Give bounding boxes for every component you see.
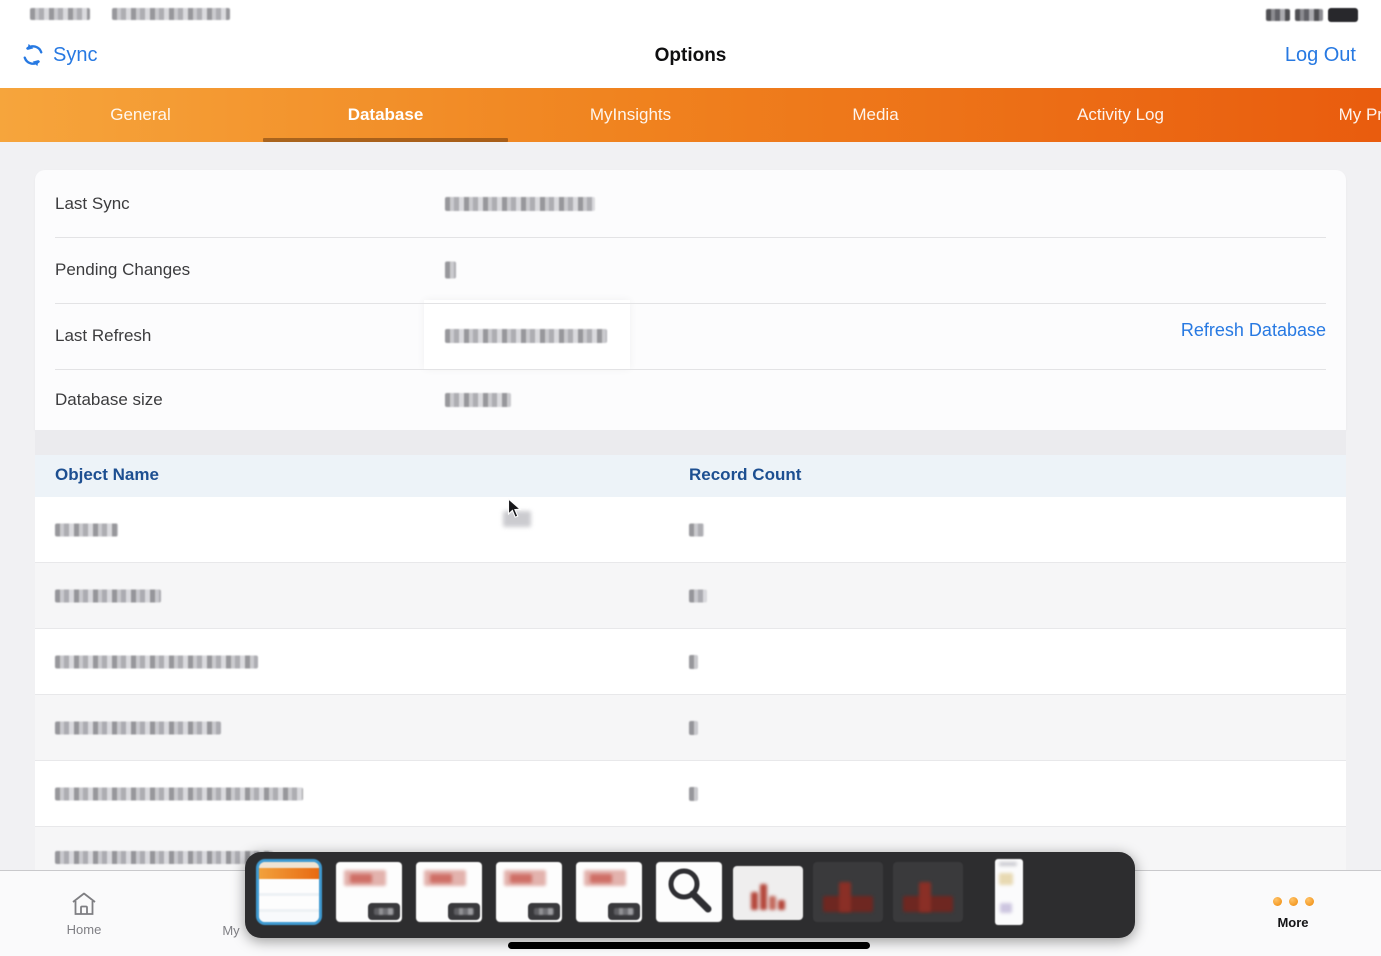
my-label: My — [222, 923, 240, 938]
app-switcher-thumbnail-chart[interactable] — [733, 866, 803, 920]
divider — [55, 237, 1326, 238]
app-switcher-thumbnail-dark-chart[interactable] — [893, 862, 963, 922]
app-switcher-thumbnail[interactable] — [576, 862, 642, 922]
status-time-redacted — [30, 8, 90, 20]
home-indicator[interactable] — [508, 942, 870, 949]
tab-my-profile[interactable]: My Pro — [1338, 105, 1381, 124]
refresh-database-link[interactable]: Refresh Database — [1180, 320, 1326, 340]
status-date-redacted — [112, 8, 230, 20]
battery-icon — [1328, 8, 1358, 22]
object-table: Object Name Record Count — [35, 455, 1346, 870]
home-label: Home — [66, 922, 102, 937]
object-name-redacted — [55, 589, 161, 602]
app-switcher-thumbnail[interactable] — [336, 862, 402, 922]
tab-activity-log[interactable]: Activity Log — [1077, 105, 1164, 124]
thumbnail-badge — [608, 903, 640, 920]
page-title: Options — [654, 45, 727, 66]
object-name-redacted — [55, 721, 221, 734]
last-refresh-row: Last Refresh — [35, 303, 1346, 369]
selected-tab-underline — [263, 138, 508, 142]
mouse-cursor — [507, 497, 523, 525]
app-switcher-thumbnail-selected[interactable] — [256, 859, 322, 925]
pending-changes-row: Pending Changes — [35, 237, 1346, 303]
thumbnail-badge — [448, 903, 480, 920]
home-icon — [72, 892, 96, 915]
record-count-redacted — [689, 654, 698, 669]
app-switcher-thumbnail[interactable] — [416, 862, 482, 922]
nav-header: Sync Options Log Out — [0, 28, 1381, 88]
sync-refresh-icon — [23, 43, 43, 67]
last-refresh-label: Last Refresh — [55, 326, 152, 345]
tab-general[interactable]: General — [110, 105, 171, 124]
more-label: More — [1277, 915, 1309, 930]
table-row — [35, 761, 1346, 827]
thumbnail-badge — [528, 903, 560, 920]
more-dots-icon — [1253, 897, 1333, 906]
last-refresh-value-redacted — [445, 329, 607, 343]
app-switcher-thumbnail-dark-chart[interactable] — [813, 862, 883, 922]
sync-button[interactable]: Sync — [20, 42, 97, 68]
thumbnail-badge — [368, 903, 400, 920]
tab-myinsights[interactable]: MyInsights — [589, 105, 672, 124]
signal-icon — [1266, 9, 1290, 21]
app-switcher-thumbnail-search[interactable] — [656, 862, 722, 922]
wifi-icon — [1295, 9, 1323, 21]
logout-button[interactable]: Log Out — [1284, 44, 1356, 66]
tab-home[interactable]: Home — [44, 891, 124, 937]
database-size-label: Database size — [55, 389, 163, 409]
last-sync-row: Last Sync — [35, 170, 1346, 237]
tab-media[interactable]: Media — [852, 105, 899, 124]
pending-changes-label: Pending Changes — [55, 260, 191, 279]
last-sync-label: Last Sync — [55, 193, 130, 213]
record-count-redacted — [689, 589, 707, 602]
table-row — [35, 695, 1346, 761]
section-gap — [35, 430, 1346, 455]
object-name-redacted — [55, 523, 118, 536]
record-count-redacted — [689, 523, 704, 536]
object-name-redacted — [55, 787, 303, 800]
app-switcher-dock — [245, 852, 1135, 938]
divider — [55, 369, 1326, 370]
record-count-redacted — [689, 720, 698, 735]
tab-more[interactable]: More — [1253, 897, 1333, 930]
magnifier-icon — [668, 868, 712, 913]
table-row — [35, 497, 1346, 563]
app-switcher-thumbnail-page[interactable] — [995, 859, 1023, 925]
database-panel: Last Sync Pending Changes Last Refresh R… — [0, 142, 1381, 870]
sync-info-card: Last Sync Pending Changes Last Refresh R… — [35, 170, 1346, 430]
pending-changes-value-redacted — [445, 261, 456, 279]
sync-label: Sync — [53, 43, 98, 66]
database-size-row: Database size — [35, 369, 1346, 430]
record-count-redacted — [689, 786, 698, 801]
cursor-shadow-blob — [503, 511, 531, 527]
object-name-redacted — [55, 851, 273, 864]
status-bar — [0, 0, 1381, 28]
last-sync-value-redacted — [445, 196, 595, 211]
object-table-header: Object Name Record Count — [35, 455, 1346, 497]
database-size-value-redacted — [445, 392, 511, 407]
table-row — [35, 563, 1346, 629]
object-name-column-header: Object Name — [55, 465, 159, 484]
table-row — [35, 629, 1346, 695]
app-switcher-thumbnail[interactable] — [496, 862, 562, 922]
object-name-redacted — [55, 655, 258, 668]
tab-database[interactable]: Database — [347, 105, 424, 124]
record-count-column-header: Record Count — [689, 465, 802, 484]
divider — [55, 303, 1326, 304]
options-tab-bar: General Database MyInsights Media Activi… — [0, 88, 1381, 142]
tab-my-clipped[interactable]: My — [214, 923, 248, 938]
